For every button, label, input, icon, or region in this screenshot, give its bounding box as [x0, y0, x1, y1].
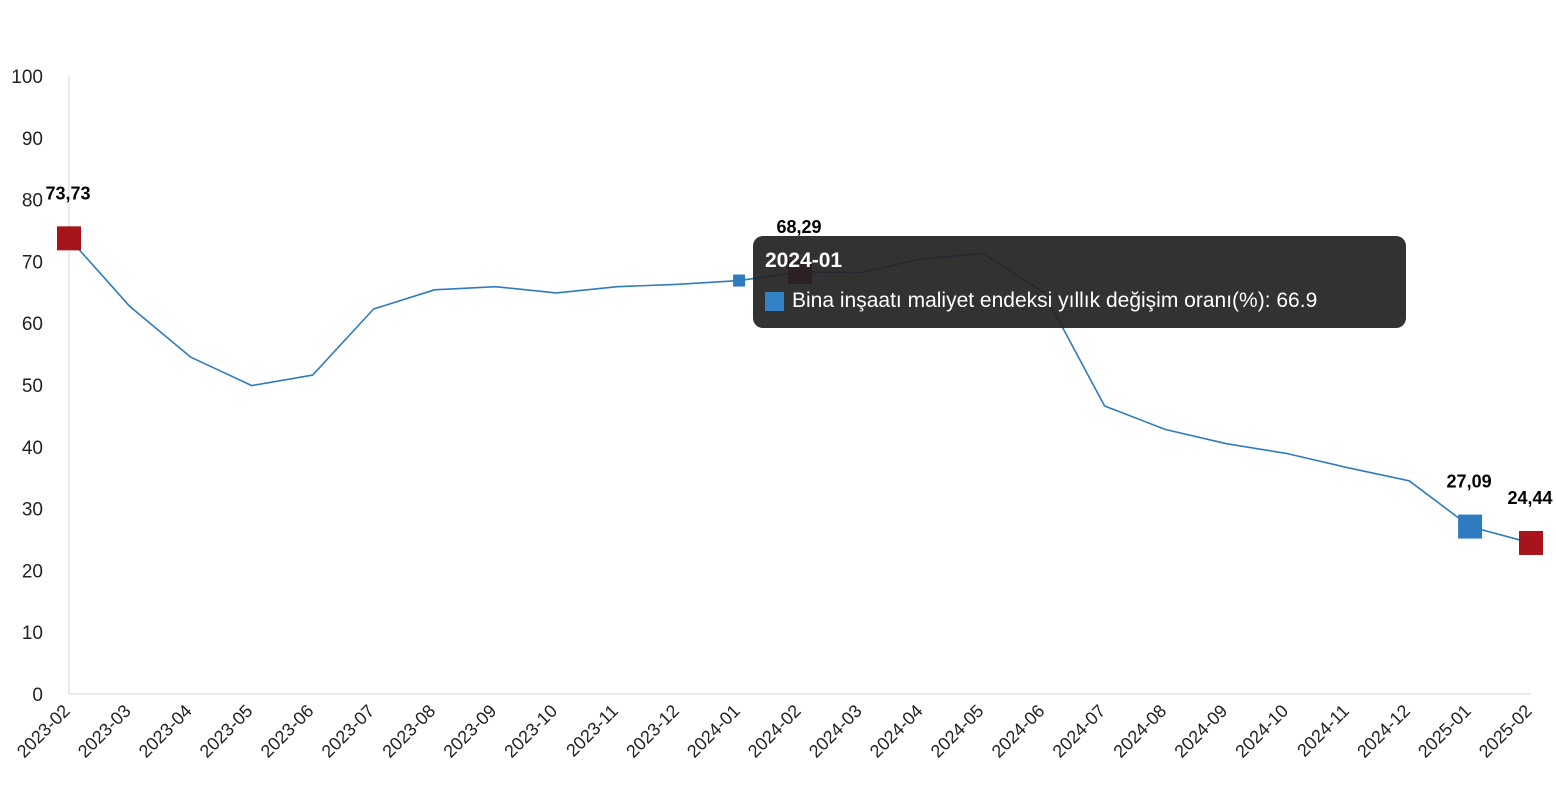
x-tick-label: 2023-03 — [74, 701, 135, 762]
data-labels-layer: 73,73 68,29 27,09 24,44 — [45, 183, 1552, 508]
data-label: 68,29 — [776, 217, 821, 237]
highlight-marker — [1519, 530, 1543, 555]
tooltip-row: Bina inşaatı maliyet endeksi yıllık deği… — [765, 288, 1406, 314]
y-tick-label: 0 — [32, 685, 43, 706]
x-axis: 2023-02 2023-03 2023-04 2023-05 2023-06 2023-… — [13, 693, 1536, 762]
y-tick-label: 60 — [22, 314, 43, 335]
x-tick-label: 2024-07 — [1049, 701, 1110, 762]
x-tick-label: 2024-09 — [1170, 701, 1231, 762]
data-label: 73,73 — [45, 183, 90, 203]
y-tick-label: 30 — [22, 500, 43, 521]
y-tick-label: 90 — [22, 129, 43, 150]
x-tick-label: 2024-03 — [805, 701, 866, 762]
x-tick-label: 2023-12 — [622, 701, 683, 762]
tooltip-separator: : — [1264, 289, 1277, 312]
y-tick-label: 80 — [22, 191, 43, 212]
x-tick-label: 2023-07 — [318, 701, 379, 762]
x-tick-label: 2024-01 — [683, 701, 744, 762]
x-tick-label: 2023-02 — [13, 701, 74, 762]
x-tick-label: 2023-08 — [378, 701, 439, 762]
tooltip-value: 66.9 — [1276, 289, 1318, 312]
y-tick-label: 40 — [22, 438, 43, 459]
tooltip-series-label: Bina inşaatı maliyet endeksi yıllık deği… — [792, 289, 1265, 312]
highlight-marker — [57, 226, 81, 251]
chart-tooltip: 2024-01 Bina inşaatı maliyet endeksi yıl… — [753, 236, 1406, 328]
y-tick-label: 20 — [22, 561, 43, 582]
x-tick-label: 2024-10 — [1231, 701, 1292, 762]
data-label: 24,44 — [1507, 488, 1552, 508]
x-tick-label: 2024-05 — [927, 701, 988, 762]
tooltip-title: 2024-01 — [765, 249, 843, 272]
x-tick-label: 2023-04 — [135, 701, 196, 762]
x-tick-label: 2024-04 — [866, 701, 927, 762]
hover-point-marker — [733, 274, 746, 287]
y-tick-label: 10 — [22, 623, 43, 644]
x-tick-label: 2024-12 — [1353, 701, 1414, 762]
x-tick-label: 2025-01 — [1414, 701, 1475, 762]
x-tick-label: 2023-10 — [500, 701, 561, 762]
x-tick-label: 2024-08 — [1109, 701, 1170, 762]
tooltip-series-swatch — [765, 291, 784, 311]
data-label: 27,09 — [1447, 472, 1492, 492]
x-tick-label: 2025-02 — [1475, 701, 1536, 762]
highlight-marker — [1458, 514, 1483, 539]
x-tick-label: 2023-11 — [562, 701, 622, 761]
x-tick-label: 2024-02 — [744, 701, 805, 762]
x-tick-label: 2024-11 — [1293, 701, 1353, 761]
x-tick-label: 2023-05 — [196, 701, 257, 762]
x-tick-label: 2024-06 — [988, 701, 1049, 762]
y-axis: 0 10 20 30 40 50 60 70 80 90 100 — [11, 67, 70, 706]
x-tick-label: 2023-06 — [257, 701, 318, 762]
y-tick-label: 70 — [22, 252, 43, 273]
y-tick-label: 50 — [22, 376, 43, 397]
x-tick-label: 2023-09 — [439, 701, 500, 762]
y-tick-label: 100 — [11, 67, 43, 88]
